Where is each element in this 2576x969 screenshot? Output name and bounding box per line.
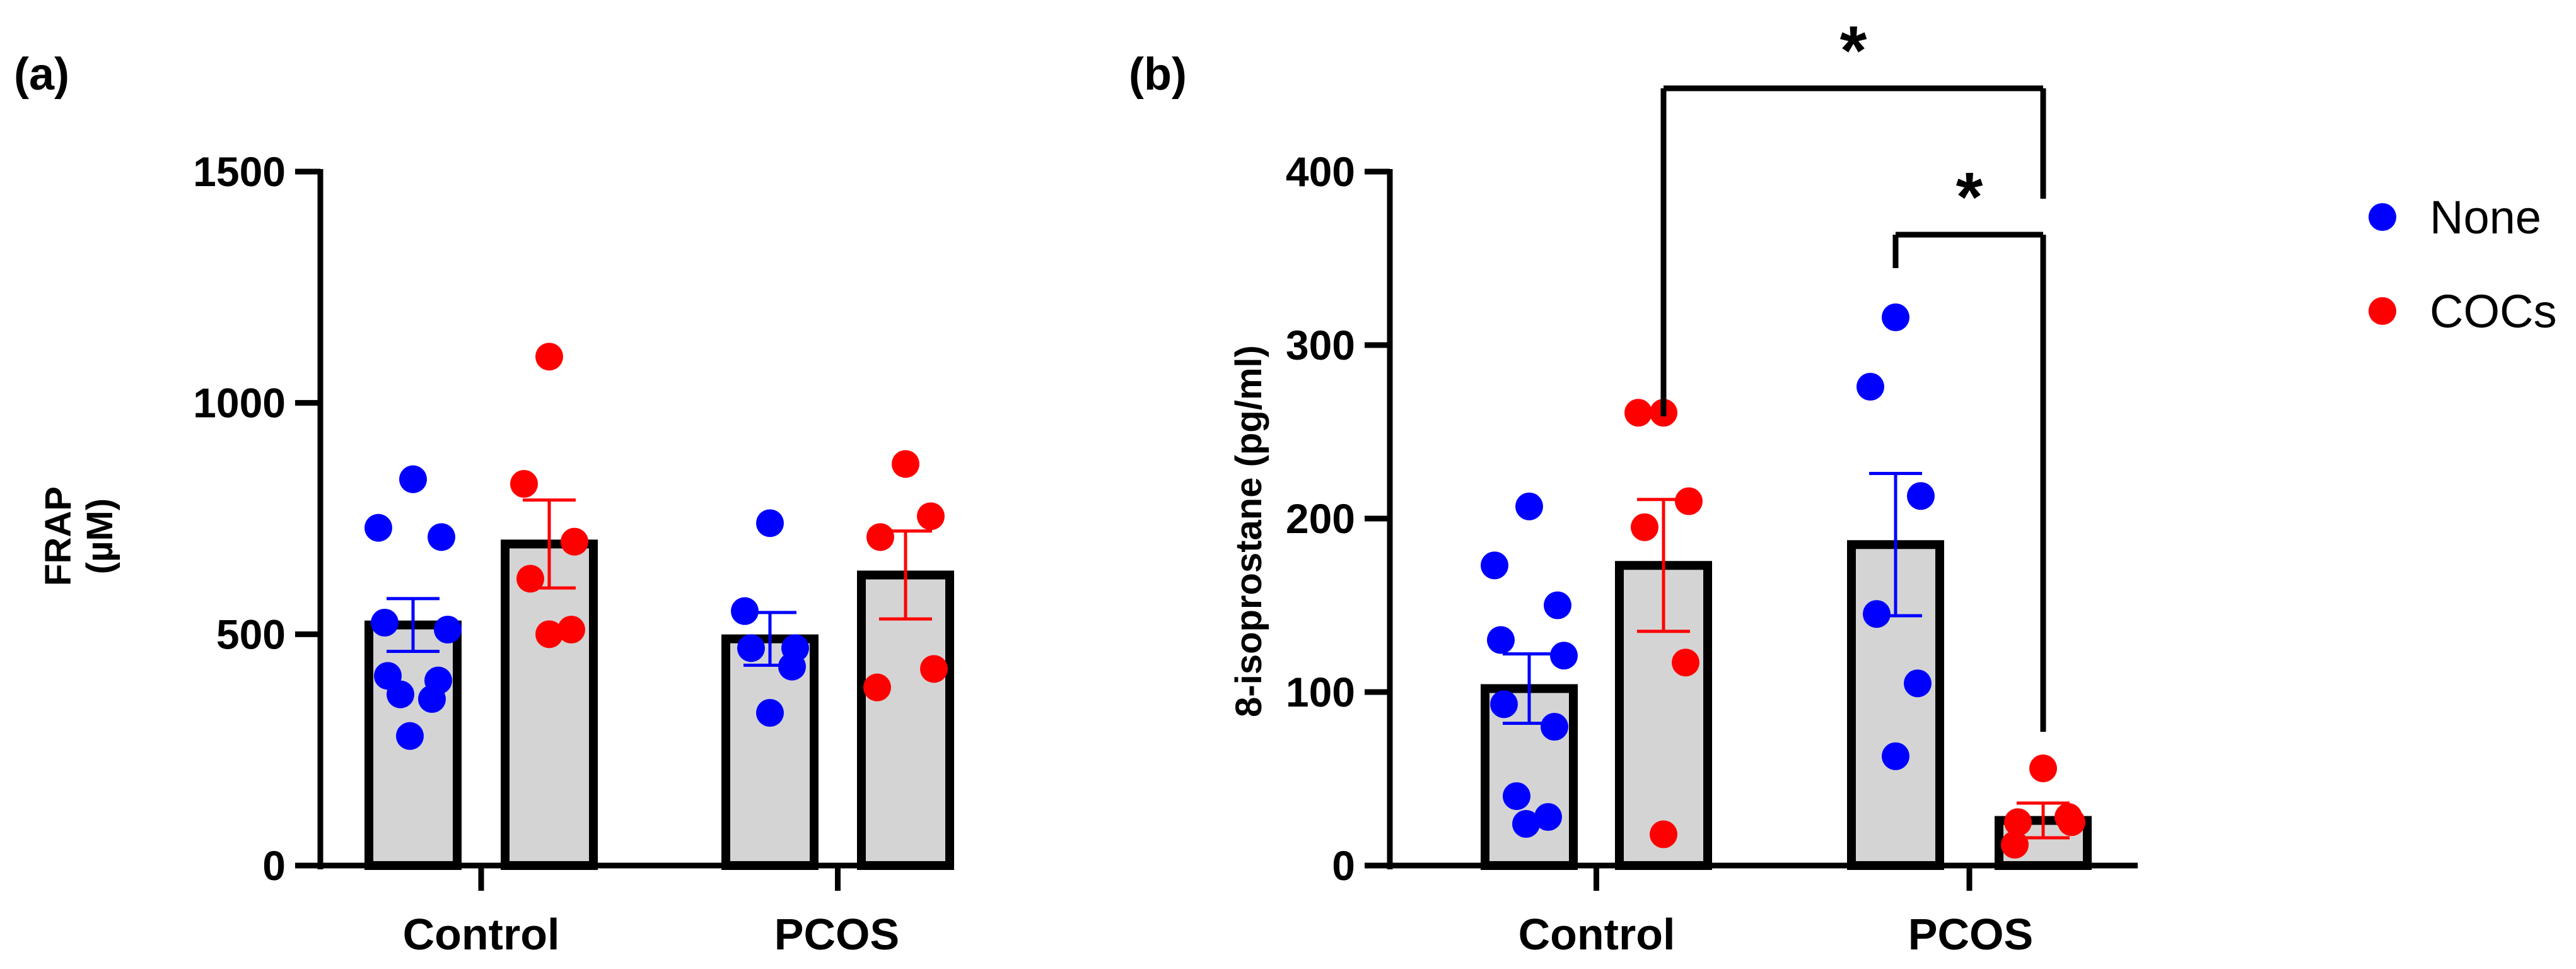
panel-b-ytick-label: 300: [1286, 322, 1355, 368]
panel-b-ytick-label: 200: [1286, 495, 1355, 542]
panel-b-point-control-cocs: [1675, 487, 1703, 515]
panel-a-point-pcos-cocs: [863, 673, 891, 702]
panel-b-point-control-none: [1490, 690, 1518, 719]
panel-a-category-label-control: Control: [403, 910, 560, 959]
panel-a-ylabel-line1: FRAP: [38, 486, 79, 586]
legend-marker-none: [2369, 203, 2396, 231]
panel-b-point-control-none: [1503, 782, 1530, 810]
panel-a-point-control-cocs: [557, 616, 585, 643]
panel-b-plot: 0 100 200 300 400 * *: [1286, 12, 2138, 891]
panel-b-point-control-none: [1550, 642, 1578, 670]
panel-b-point-control-cocs: [1672, 649, 1699, 677]
panel-b-point-control-none: [1544, 591, 1571, 620]
panel-b-point-pcos-none: [1863, 600, 1891, 628]
panel-b-point-control-none: [1515, 492, 1543, 520]
panel-b-point-control-none: [1512, 810, 1540, 838]
panel-a-ytick-label: 0: [262, 842, 286, 889]
panel-b-letter: (b): [1129, 49, 1187, 100]
panel-a-point-control-none: [428, 523, 455, 551]
legend: None COCs: [2369, 191, 2556, 338]
panel-a-point-control-cocs: [535, 620, 563, 649]
panel-b-point-control-cocs: [1650, 820, 1677, 849]
legend-marker-cocs: [2369, 297, 2396, 325]
panel-b-point-control-cocs: [1631, 513, 1658, 541]
panel-a-point-pcos-none: [756, 509, 784, 537]
panel-a-point-pcos-none: [737, 634, 765, 662]
panel-b-point-pcos-none: [1856, 373, 1884, 401]
panel-a-category-label-pcos: PCOS: [774, 910, 899, 959]
panel-a-ytick-label: 1000: [193, 380, 286, 426]
panel-b-point-control-none: [1534, 803, 1562, 831]
panel-a-point-control-cocs: [561, 527, 588, 556]
panel-b-point-pcos-none: [1882, 303, 1909, 331]
panel-b-point-pcos-cocs: [2029, 755, 2057, 782]
panel-a-point-control-none: [364, 514, 392, 542]
panel-b-ytick-label: 400: [1286, 148, 1355, 195]
panel-b-point-control-none: [1541, 713, 1568, 741]
panel-a-point-control-none: [399, 465, 427, 493]
panel-b-point-control-cocs: [1624, 399, 1652, 427]
panel-a-point-control-none: [387, 680, 414, 708]
panel-b-point-control-none: [1487, 626, 1515, 654]
panel-a-point-pcos-cocs: [917, 502, 945, 531]
panel-a-letter: (a): [14, 49, 69, 100]
panel-b-ylabel: 8-isoprostane (pg/ml): [1228, 345, 1269, 717]
panel-a-point-control-cocs: [535, 343, 563, 371]
legend-label-none: None: [2430, 191, 2541, 244]
panel-b-category-label-control: Control: [1518, 910, 1676, 959]
panel-a-point-pcos-cocs: [892, 450, 919, 478]
panel-a-point-pcos-cocs: [920, 655, 948, 683]
panel-a-point-control-none: [396, 722, 424, 750]
panel-a-bar-control-cocs: [501, 539, 598, 870]
panel-a-point-control-none: [371, 609, 399, 637]
panel-a-ylabel-line2: (µM): [79, 498, 120, 574]
panel-b-ytick-label: 0: [1332, 842, 1355, 889]
panel-b-point-pcos-cocs: [2001, 831, 2029, 859]
panel-a-point-pcos-none: [756, 699, 784, 727]
panel-a-ytick-label: 1500: [193, 148, 286, 195]
panel-b-category-label-pcos: PCOS: [1908, 910, 2033, 959]
panel-a-point-pcos-cocs: [866, 523, 894, 551]
panel-b-point-pcos-cocs: [2004, 808, 2032, 837]
panel-b-point-pcos-none: [1904, 669, 1932, 698]
panel-a-plot: 0 500 1000 1500: [193, 148, 954, 891]
panel-a-point-control-none: [434, 616, 462, 643]
panel-b-point-control-none: [1481, 551, 1508, 580]
panel-b-point-pcos-cocs: [2058, 808, 2085, 837]
panel-b-point-pcos-none: [1882, 742, 1909, 770]
legend-label-cocs: COCs: [2430, 285, 2556, 338]
panel-a-point-control-cocs: [516, 565, 544, 593]
panel-a-point-control-cocs: [510, 470, 538, 498]
panel-a-point-pcos-none: [731, 597, 759, 625]
panel-b-ytick-label: 100: [1286, 669, 1355, 715]
panel-a-ytick-label: 500: [216, 611, 286, 657]
panel-b-sig-star-1: *: [1956, 158, 1983, 236]
panel-a-point-pcos-none: [778, 652, 806, 681]
panel-b-point-pcos-none: [1907, 482, 1935, 510]
panel-a-point-control-none: [418, 685, 446, 713]
panel-b-sig-star-0: *: [1840, 12, 1867, 90]
